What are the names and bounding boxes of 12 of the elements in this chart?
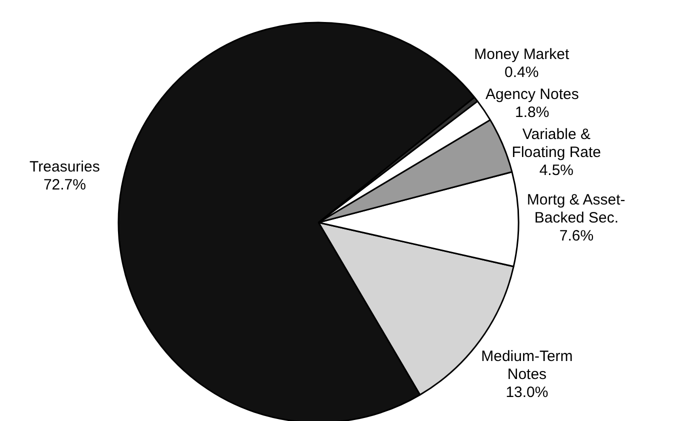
slice-label: Treasuries: [30, 158, 100, 176]
slice-label: Mortg & Asset-Backed Sec.: [526, 192, 626, 227]
data-label: 7.6%: [559, 228, 594, 245]
data-label: 13.0%: [506, 384, 548, 402]
data-label: 1.8%: [515, 104, 550, 121]
data-label: 4.5%: [539, 162, 574, 179]
data-label: 72.7%: [43, 176, 86, 194]
slice-label: Medium-Term Notes: [481, 348, 573, 384]
slice-label: Variable & Floating Rate: [512, 126, 602, 161]
data-label: 0.4%: [504, 64, 539, 81]
slice-label: Agency Notes: [485, 86, 579, 103]
slice-label: Money Market: [474, 46, 570, 63]
